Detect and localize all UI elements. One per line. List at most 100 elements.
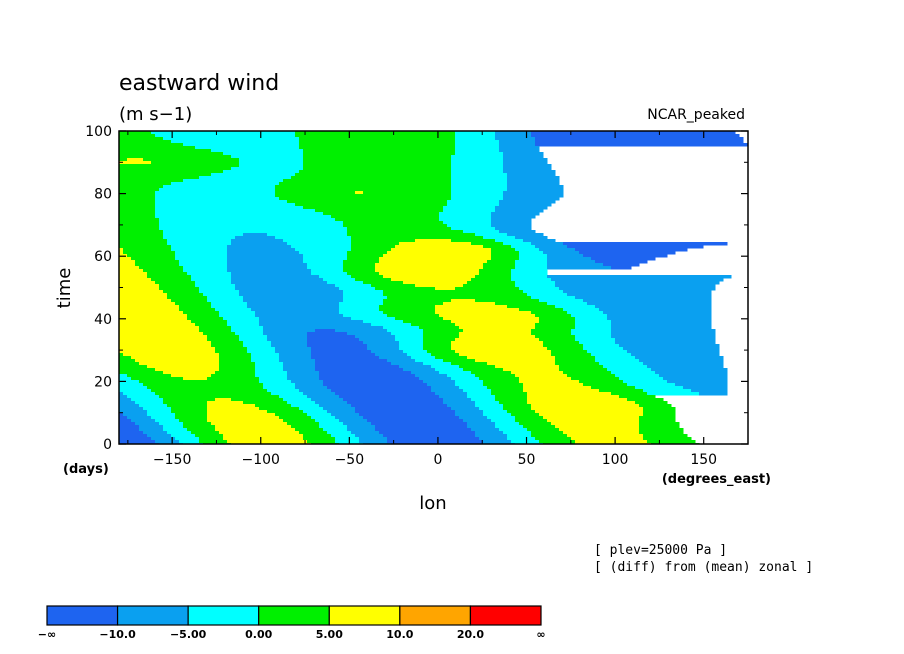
field-cell	[331, 215, 440, 219]
field-cell	[311, 353, 376, 357]
x-tick-label: 150	[690, 452, 717, 468]
field-cell	[211, 344, 244, 348]
field-cell	[451, 191, 504, 195]
colorbar-label: 5.00	[316, 628, 343, 641]
field-cell	[395, 317, 444, 321]
field-cell	[583, 344, 620, 348]
field-cell	[231, 281, 328, 285]
field-cell	[119, 176, 200, 180]
field-cell	[459, 353, 552, 357]
field-cell	[215, 428, 296, 432]
field-cell	[131, 398, 164, 402]
field-cell	[295, 428, 324, 432]
field-cell	[335, 329, 388, 333]
field-cell	[119, 131, 152, 135]
field-cell	[479, 377, 520, 381]
field-cell	[299, 407, 324, 411]
field-cell	[119, 293, 168, 297]
colorbar-label: 0.00	[245, 628, 272, 641]
field-cell	[575, 338, 616, 342]
field-cell	[139, 428, 164, 432]
field-cell	[467, 356, 556, 360]
field-cell	[343, 398, 444, 402]
field-cell	[255, 362, 284, 366]
field-cell	[639, 431, 684, 435]
field-cell	[299, 143, 456, 147]
field-cell	[235, 236, 276, 240]
field-cell	[639, 416, 676, 420]
field-cell	[119, 272, 148, 276]
field-cell	[607, 314, 712, 318]
field-cell	[423, 380, 456, 384]
field-cell	[119, 167, 232, 171]
field-cell	[119, 182, 172, 186]
field-cell	[555, 284, 716, 288]
field-cell	[355, 191, 364, 195]
field-cell	[119, 248, 124, 252]
field-cell	[203, 293, 240, 297]
field-cell	[495, 131, 532, 135]
field-cell	[119, 224, 160, 228]
field-cell	[483, 380, 520, 384]
field-cell	[439, 371, 472, 375]
field-cell	[635, 386, 684, 390]
field-cell	[263, 383, 296, 387]
field-cell	[659, 374, 728, 378]
field-cell	[623, 380, 668, 384]
field-cell	[523, 425, 556, 429]
field-cell	[303, 434, 332, 438]
field-cell	[207, 296, 244, 300]
field-cell	[459, 326, 536, 330]
field-cell	[339, 308, 380, 312]
field-cell	[451, 158, 504, 162]
field-cell	[383, 302, 444, 306]
field-cell	[643, 413, 676, 417]
field-cell	[647, 392, 700, 396]
field-cell	[299, 146, 456, 150]
field-cell	[259, 407, 300, 411]
field-cell	[247, 347, 276, 351]
field-cell	[135, 263, 180, 267]
field-cell	[263, 329, 316, 333]
field-cell	[119, 140, 172, 144]
field-cell	[331, 434, 356, 438]
field-cell	[187, 428, 216, 432]
field-cell	[207, 413, 276, 417]
field-cell	[359, 437, 388, 441]
field-cell	[543, 251, 580, 255]
field-cell	[603, 263, 640, 267]
field-cell	[303, 437, 336, 441]
field-cell	[451, 239, 496, 243]
field-cell	[507, 434, 532, 438]
field-cell	[451, 164, 504, 168]
note-plev: [ plev=25000 Pa ]	[594, 543, 727, 558]
field-cell	[283, 365, 316, 369]
field-cell	[267, 410, 304, 414]
field-cell	[475, 374, 516, 378]
field-cell	[451, 185, 508, 189]
field-cell	[471, 242, 504, 246]
field-cell	[531, 134, 740, 138]
field-cell	[119, 161, 152, 165]
field-cell	[503, 161, 548, 165]
field-cell	[583, 299, 712, 303]
field-cell	[287, 377, 320, 381]
field-cell	[123, 392, 156, 396]
field-cell	[135, 359, 220, 363]
field-cell	[519, 422, 552, 426]
field-cell	[451, 299, 476, 303]
field-cell	[171, 410, 208, 414]
x-tick-label: 0	[433, 452, 442, 468]
field-cell	[451, 188, 508, 192]
field-cell	[351, 239, 416, 243]
field-cell	[279, 359, 316, 363]
field-cell	[387, 251, 492, 255]
field-cell	[119, 419, 132, 423]
field-cell	[563, 242, 728, 246]
field-cell	[219, 365, 256, 369]
field-cell	[295, 248, 352, 252]
field-cell	[119, 380, 140, 384]
field-cell	[299, 140, 456, 144]
field-cell	[431, 386, 460, 390]
field-cell	[375, 263, 484, 267]
